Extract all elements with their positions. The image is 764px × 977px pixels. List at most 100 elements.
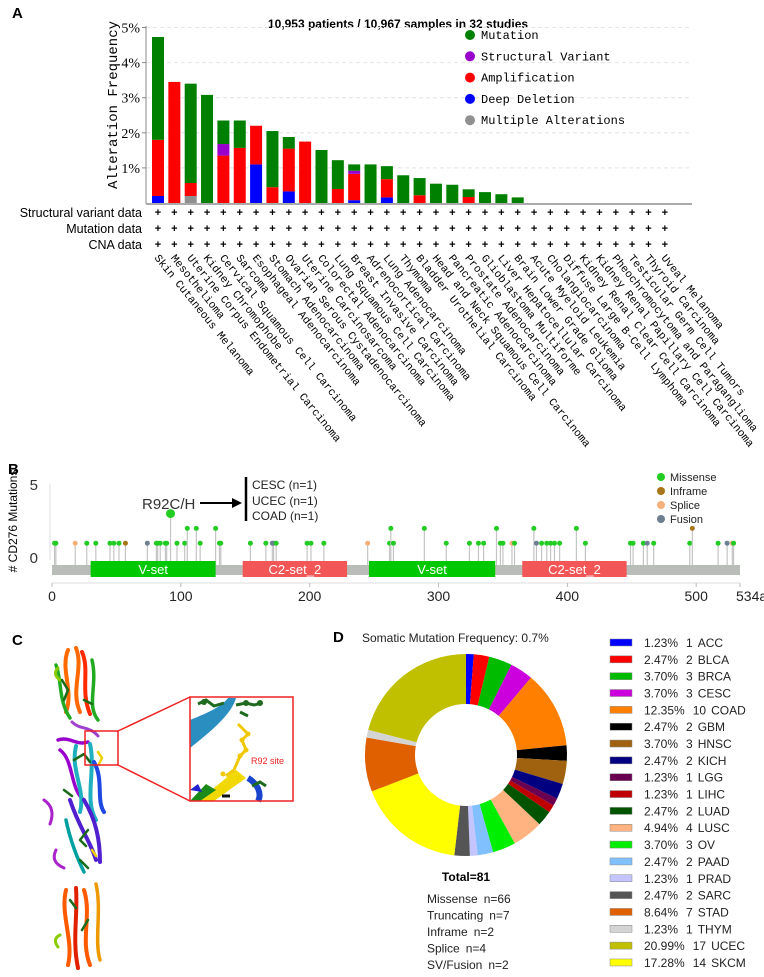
- lollipop-head[interactable]: [144, 540, 150, 546]
- lollipop-head[interactable]: [111, 540, 117, 546]
- lollipop-head[interactable]: [551, 540, 557, 546]
- donut-slice-ov[interactable]: [479, 799, 515, 853]
- donut-slice-luad[interactable]: [503, 783, 550, 825]
- lollipop-head[interactable]: [184, 525, 190, 531]
- data-available-mark: +: [449, 207, 455, 219]
- lollipop-head[interactable]: [197, 540, 203, 546]
- lollipop-head[interactable]: [724, 540, 730, 546]
- lollipop-head[interactable]: [493, 525, 499, 531]
- donut-slice-thym[interactable]: [366, 729, 417, 747]
- lollipop-head[interactable]: [630, 540, 636, 546]
- protein-domain[interactable]: C2-set_2: [522, 561, 627, 577]
- x-tick-label: 0: [48, 588, 56, 604]
- bar-segment-mutation: [462, 189, 475, 198]
- lollipop: [531, 525, 537, 566]
- donut-slice-sarc[interactable]: [454, 805, 470, 856]
- lollipop-head[interactable]: [421, 525, 427, 531]
- lollipop-head[interactable]: [544, 540, 550, 546]
- donut-slice-stad[interactable]: [365, 737, 419, 792]
- protein-domain[interactable]: C2-set_2: [242, 561, 348, 577]
- lollipop-head[interactable]: [174, 540, 180, 546]
- donut-slice-lusc[interactable]: [490, 789, 540, 844]
- lollipop-head[interactable]: [640, 540, 646, 546]
- donut-slice-coad[interactable]: [498, 677, 567, 751]
- lollipop-head[interactable]: [689, 525, 695, 531]
- lollipop-head[interactable]: [365, 540, 371, 546]
- donut-slice-blca[interactable]: [469, 654, 490, 706]
- legend-item: 1.23% 1 PRAD: [609, 872, 731, 886]
- donut-slice-brca[interactable]: [477, 656, 512, 710]
- panel-letter-c: C: [12, 632, 23, 649]
- lollipop-head[interactable]: [557, 540, 563, 546]
- lollipop-head[interactable]: [475, 540, 481, 546]
- donut-slice-ucec[interactable]: [368, 654, 466, 743]
- legend-abbr: SARC: [698, 889, 732, 903]
- lollipop-head[interactable]: [263, 540, 269, 546]
- lollipop-head[interactable]: [107, 540, 113, 546]
- lollipop-head[interactable]: [687, 540, 693, 546]
- donut-slice-paad[interactable]: [471, 804, 494, 856]
- donut-slice-lihc[interactable]: [508, 780, 554, 813]
- panel-a-alteration-frequency-chart: A 10,953 patients / 10,967 samples in 32…: [12, 5, 760, 451]
- donut-slice-cesc[interactable]: [488, 664, 531, 716]
- lollipop-head[interactable]: [539, 540, 545, 546]
- lollipop-head[interactable]: [573, 525, 579, 531]
- lollipop-head[interactable]: [481, 540, 487, 546]
- donut-slice-skcm[interactable]: [371, 773, 461, 856]
- lollipop-head[interactable]: [182, 540, 188, 546]
- legend-abbr: LGG: [698, 771, 723, 785]
- data-available-mark: +: [335, 207, 341, 219]
- legend-swatch: [609, 857, 633, 866]
- data-available-mark: +: [465, 223, 471, 235]
- lollipop-head[interactable]: [213, 525, 219, 531]
- lollipop-head[interactable]: [644, 540, 650, 546]
- lollipop-head[interactable]: [715, 540, 721, 546]
- lollipop-head[interactable]: [651, 540, 657, 546]
- lollipop-head[interactable]: [443, 540, 449, 546]
- bar-segment-mutation: [152, 36, 164, 140]
- lollipop-head[interactable]: [533, 540, 539, 546]
- data-available-mark: +: [220, 207, 226, 219]
- lollipop-head[interactable]: [548, 540, 554, 546]
- lollipop-head[interactable]: [122, 540, 128, 546]
- data-available-mark: +: [286, 207, 292, 219]
- donut-slice-gbm[interactable]: [516, 745, 567, 761]
- lollipop-head[interactable]: [193, 525, 199, 531]
- lollipop-head[interactable]: [321, 540, 327, 546]
- lollipop-head[interactable]: [247, 540, 253, 546]
- lollipop-head[interactable]: [218, 540, 224, 546]
- r92-label: R92C/H: [142, 496, 195, 513]
- legend-percent: 3.70%: [644, 687, 678, 701]
- legend-item: 1.23% 1 LIHC: [609, 788, 725, 802]
- lollipop-head[interactable]: [166, 509, 176, 519]
- donut-slice-lgg[interactable]: [510, 777, 558, 806]
- lollipop-head[interactable]: [157, 540, 163, 546]
- zoom-connector-bottom: [117, 764, 191, 802]
- lollipop-head[interactable]: [531, 525, 537, 531]
- lollipop-head[interactable]: [53, 540, 59, 546]
- donut-slice-acc[interactable]: [466, 654, 474, 705]
- lollipop-head[interactable]: [731, 540, 737, 546]
- lollipop-head[interactable]: [500, 540, 506, 546]
- donut-slice-kich[interactable]: [512, 769, 563, 799]
- donut-slice-prad[interactable]: [467, 805, 478, 856]
- lollipop-head[interactable]: [93, 540, 99, 546]
- lollipop-head[interactable]: [308, 540, 314, 546]
- lollipop-head[interactable]: [390, 540, 396, 546]
- data-available-mark: +: [482, 207, 488, 219]
- lollipop-head[interactable]: [116, 540, 122, 546]
- protein-domain[interactable]: V-set: [90, 561, 216, 577]
- lollipop-head[interactable]: [582, 540, 588, 546]
- lollipop-head[interactable]: [84, 540, 90, 546]
- lollipop: [687, 540, 693, 566]
- lollipop-head[interactable]: [304, 540, 310, 546]
- lollipop-head[interactable]: [164, 540, 170, 546]
- donut-slice-hnsc[interactable]: [514, 757, 567, 784]
- lollipop-head[interactable]: [273, 540, 279, 546]
- protein-domain[interactable]: V-set: [368, 561, 496, 577]
- x-tick-label: 400: [556, 588, 580, 604]
- lollipop-head[interactable]: [512, 540, 518, 546]
- lollipop-head[interactable]: [72, 540, 78, 546]
- lollipop-head[interactable]: [466, 540, 472, 546]
- lollipop-head[interactable]: [388, 525, 394, 531]
